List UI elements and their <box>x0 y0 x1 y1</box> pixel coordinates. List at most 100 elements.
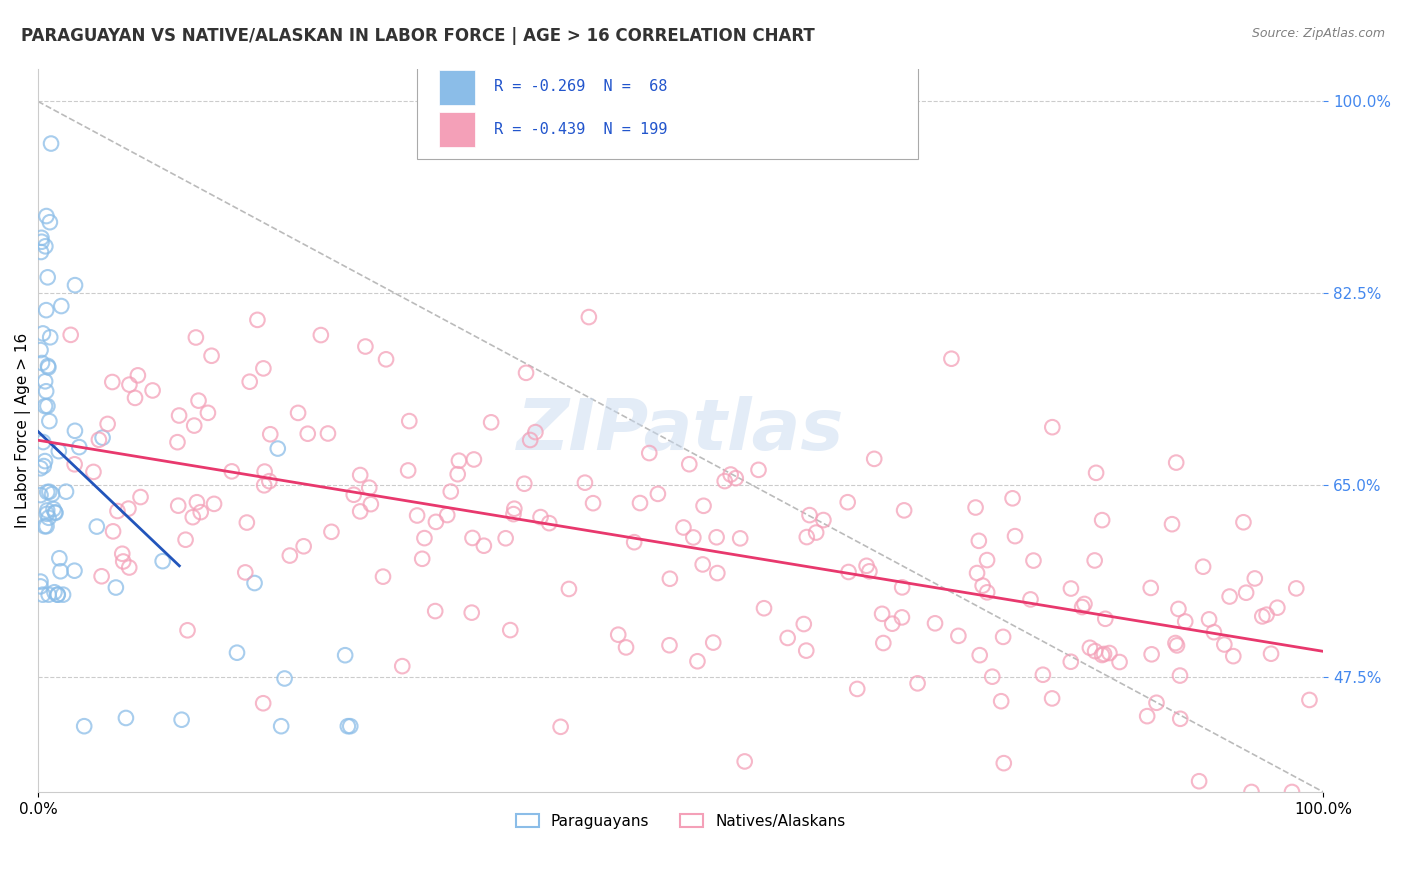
Point <box>513 476 536 491</box>
Point <box>233 566 256 580</box>
Point <box>292 539 315 553</box>
Point <box>796 530 818 544</box>
Point <box>966 566 988 580</box>
Point <box>965 500 987 515</box>
Point <box>425 515 447 529</box>
Point <box>1213 638 1236 652</box>
Point <box>499 623 522 637</box>
Point <box>1166 639 1188 653</box>
Point <box>702 635 724 649</box>
Point <box>38 215 60 229</box>
Point <box>495 531 517 545</box>
Point <box>799 508 821 522</box>
Point <box>253 465 276 479</box>
Point <box>472 539 495 553</box>
Point <box>981 670 1004 684</box>
Point <box>246 313 269 327</box>
Point <box>976 553 998 567</box>
Point <box>253 478 276 492</box>
Point <box>183 418 205 433</box>
Point <box>174 533 197 547</box>
Point <box>91 431 114 445</box>
Point <box>855 558 877 573</box>
Point <box>578 310 600 324</box>
Point <box>190 505 212 519</box>
Point <box>1136 709 1159 723</box>
Point <box>1078 640 1101 655</box>
Point <box>333 648 356 663</box>
Point <box>907 676 929 690</box>
Point <box>440 484 463 499</box>
Point <box>34 399 56 413</box>
Point <box>1243 571 1265 585</box>
Point <box>127 368 149 383</box>
Point <box>30 488 52 502</box>
Point <box>1198 612 1220 626</box>
Point <box>1188 774 1211 789</box>
Point <box>167 499 190 513</box>
Point <box>706 566 728 580</box>
Point <box>349 468 371 483</box>
Point <box>112 554 135 568</box>
Point <box>124 391 146 405</box>
Point <box>447 467 470 482</box>
Point <box>1091 513 1114 527</box>
Point <box>1071 600 1094 615</box>
Point <box>1001 491 1024 506</box>
Point <box>1260 647 1282 661</box>
Point <box>221 464 243 478</box>
Text: R = -0.439  N = 199: R = -0.439 N = 199 <box>495 122 668 136</box>
Point <box>838 565 860 579</box>
Point <box>31 588 53 602</box>
Point <box>101 375 124 389</box>
Point <box>1094 612 1116 626</box>
Point <box>614 640 637 655</box>
Point <box>46 588 69 602</box>
Point <box>37 503 59 517</box>
Point <box>34 374 56 388</box>
Point <box>558 582 581 596</box>
Point <box>550 720 572 734</box>
Point <box>118 377 141 392</box>
Point <box>692 499 714 513</box>
Point <box>870 607 893 621</box>
Point <box>582 496 605 510</box>
Point <box>1164 636 1187 650</box>
Point <box>752 601 775 615</box>
Bar <box>439 70 475 104</box>
Point <box>1019 592 1042 607</box>
Point <box>1285 582 1308 596</box>
Point <box>948 629 970 643</box>
Point <box>31 235 53 249</box>
Point <box>1166 456 1188 470</box>
Point <box>398 414 420 428</box>
Point <box>35 303 58 318</box>
Point <box>63 424 86 438</box>
Point <box>519 433 541 447</box>
Point <box>1232 516 1254 530</box>
Point <box>1267 600 1289 615</box>
Point <box>35 519 58 533</box>
Point <box>360 497 382 511</box>
Point <box>976 585 998 599</box>
Point <box>316 426 339 441</box>
Point <box>259 474 281 488</box>
Point <box>336 719 359 733</box>
Point <box>170 713 193 727</box>
Point <box>354 339 377 353</box>
Point <box>39 330 62 344</box>
Point <box>924 616 946 631</box>
Point <box>63 564 86 578</box>
Point <box>1168 668 1191 682</box>
Point <box>734 755 756 769</box>
Point <box>35 507 58 521</box>
Point <box>893 503 915 517</box>
Point <box>425 604 447 618</box>
Point <box>1256 607 1278 622</box>
Point <box>658 638 681 652</box>
Point <box>38 484 60 499</box>
Point <box>658 572 681 586</box>
Point <box>166 435 188 450</box>
Bar <box>439 112 475 146</box>
Point <box>117 501 139 516</box>
